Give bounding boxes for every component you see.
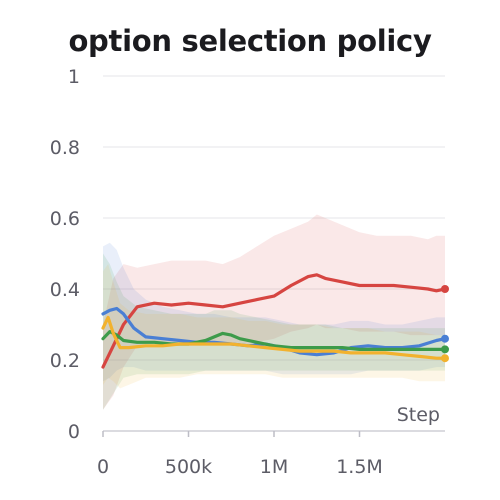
series-line-2: [101, 330, 447, 351]
series-end-point-3: [441, 354, 449, 363]
x-tick-label: 1.5M: [336, 456, 383, 478]
confidence-band-0: [103, 214, 445, 410]
series-lines: [101, 273, 449, 369]
axes: 0 0.2 0.4 0.6 0.8 1 0 500k 1M 1.5M: [50, 66, 445, 478]
x-axis-label: Step: [397, 404, 440, 426]
y-tick-label: 0.4: [50, 279, 80, 301]
x-tick-label: 500k: [165, 456, 212, 478]
series-line-0: [101, 273, 447, 369]
y-tick-label: 0.6: [50, 208, 80, 230]
confidence-band-3: [103, 264, 445, 389]
chart-title: option selection policy: [68, 24, 432, 58]
y-tick-label: 0.2: [50, 350, 80, 372]
confidence-band-2: [103, 253, 445, 410]
series-end-point-0: [441, 285, 449, 293]
x-tick-label: 0: [97, 456, 109, 478]
y-tick-label: 1: [68, 66, 80, 88]
grid-lines: [103, 75, 445, 361]
series-end-point-1: [441, 334, 449, 343]
confidence-bands: [103, 214, 445, 410]
series-line-3: [101, 315, 447, 360]
y-tick-label: 0: [68, 421, 80, 443]
x-tick-label: 1M: [260, 456, 288, 478]
series-end-point-2: [441, 345, 449, 354]
y-tick-label: 0.8: [50, 137, 80, 159]
series-line-1: [101, 306, 447, 357]
